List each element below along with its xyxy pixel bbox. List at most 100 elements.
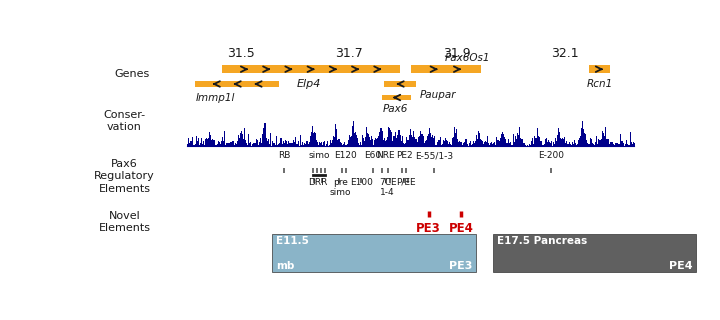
Bar — [272, 234, 475, 273]
Bar — [240, 133, 241, 146]
Bar — [399, 130, 400, 146]
Bar — [270, 133, 271, 146]
Bar — [603, 132, 604, 146]
Bar — [220, 144, 221, 146]
Bar — [525, 145, 526, 146]
Bar — [340, 142, 341, 146]
Bar — [535, 138, 536, 146]
Bar — [208, 138, 209, 146]
Bar — [623, 143, 624, 146]
Text: P/EE: P/EE — [396, 178, 416, 187]
Text: RB: RB — [278, 151, 290, 160]
Bar — [374, 141, 375, 146]
Bar — [269, 144, 270, 146]
Bar — [358, 142, 359, 146]
Bar — [420, 131, 421, 146]
Bar — [577, 144, 578, 146]
Bar — [568, 144, 569, 146]
Bar — [539, 137, 540, 146]
Text: simo: simo — [308, 151, 330, 160]
Bar — [591, 139, 593, 146]
Bar — [252, 144, 253, 146]
Text: E60: E60 — [364, 151, 382, 160]
Bar — [200, 143, 201, 146]
Bar — [530, 141, 531, 146]
Bar — [582, 121, 583, 146]
Bar — [388, 127, 389, 146]
Bar — [210, 127, 212, 146]
Bar — [470, 140, 472, 146]
Bar — [412, 137, 413, 146]
Bar — [440, 137, 441, 146]
Bar — [606, 139, 607, 146]
Bar — [507, 143, 508, 146]
Bar — [228, 143, 230, 146]
Text: 31.7: 31.7 — [335, 47, 363, 60]
Bar — [256, 139, 257, 146]
Bar — [450, 144, 451, 146]
Bar — [362, 135, 363, 146]
Bar — [628, 145, 629, 146]
Bar — [323, 141, 325, 146]
Bar — [354, 133, 355, 146]
Bar — [330, 143, 331, 146]
Bar — [502, 132, 503, 146]
Bar — [285, 140, 286, 146]
Bar — [458, 141, 459, 146]
Bar — [524, 143, 525, 146]
Bar — [479, 126, 480, 146]
Bar — [477, 131, 479, 146]
Bar — [626, 140, 627, 146]
Bar — [393, 136, 395, 146]
Bar — [201, 138, 202, 146]
Bar — [364, 141, 365, 146]
Bar — [598, 140, 600, 146]
Bar — [463, 143, 464, 146]
Bar — [202, 144, 203, 146]
Bar — [291, 143, 292, 146]
Bar — [410, 129, 411, 146]
Bar — [527, 145, 528, 146]
Bar — [384, 81, 416, 87]
Bar — [564, 145, 565, 146]
Bar — [347, 144, 348, 146]
Bar — [396, 138, 397, 146]
Bar — [189, 143, 190, 146]
Bar — [391, 132, 392, 146]
Bar — [563, 140, 564, 146]
Bar — [292, 143, 293, 146]
Bar — [190, 141, 191, 146]
Text: PE4: PE4 — [449, 222, 473, 235]
Bar — [308, 144, 309, 146]
Bar — [584, 133, 585, 146]
Bar — [418, 137, 419, 146]
Bar — [506, 143, 507, 146]
Bar — [528, 144, 530, 146]
Bar — [283, 140, 284, 146]
Bar — [199, 145, 200, 146]
Bar — [496, 137, 498, 146]
Bar — [363, 138, 364, 146]
Bar — [287, 140, 289, 146]
Bar — [605, 127, 606, 146]
Bar — [457, 139, 458, 146]
Bar — [294, 137, 296, 146]
Bar — [612, 142, 613, 146]
Bar — [550, 142, 551, 146]
Bar — [580, 128, 582, 146]
Text: 32.1: 32.1 — [551, 47, 578, 60]
Bar — [257, 140, 258, 146]
Bar — [342, 145, 343, 146]
Bar — [195, 81, 279, 87]
Text: Pax6: Pax6 — [382, 104, 408, 114]
Bar — [560, 138, 561, 146]
Bar — [500, 138, 501, 146]
Bar — [335, 124, 336, 146]
Bar — [558, 128, 559, 146]
Bar — [464, 142, 465, 146]
Bar — [274, 143, 275, 146]
Bar — [222, 137, 223, 146]
Bar — [403, 143, 404, 146]
Bar — [271, 141, 272, 146]
Bar — [212, 139, 213, 146]
